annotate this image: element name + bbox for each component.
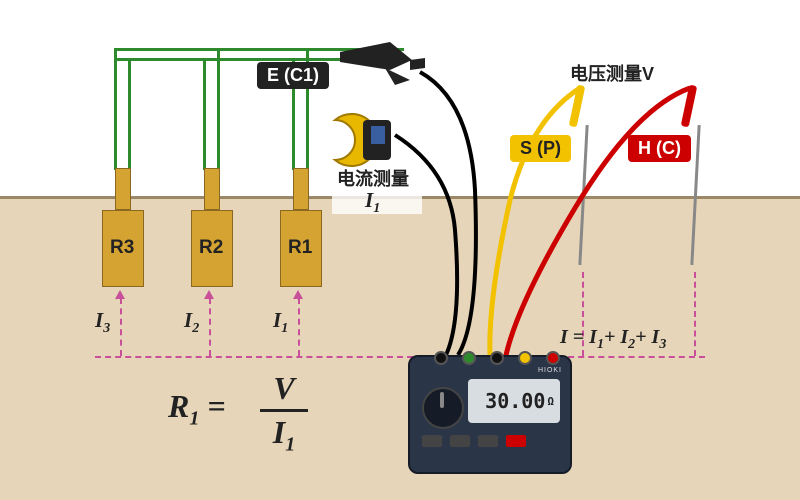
i1-label: I1	[273, 308, 288, 337]
dashed-hc	[694, 272, 696, 356]
current-i1-box-text: I1	[365, 188, 380, 217]
formula-denominator: I1	[260, 414, 308, 456]
meter-display: 30.00Ω	[468, 379, 560, 423]
diagram-container: R3 R2 R1 E (C1) 电压测量V S (P) H (C) 电流测量	[0, 0, 800, 500]
i3-label: I3	[95, 308, 110, 337]
stake-r1-label: R1	[288, 237, 312, 259]
stake-r2-label: R2	[199, 237, 223, 259]
formula-numerator: V	[260, 370, 308, 407]
stake-r3-top	[115, 168, 131, 210]
green-wire-r3	[114, 48, 117, 170]
formula-r1: R1 =	[168, 388, 226, 430]
stake-r1-top	[293, 168, 309, 210]
current-equation: I = I1+ I2+ I3	[560, 326, 666, 353]
formula-fraction-bar	[260, 409, 308, 412]
formula-fraction: V I1	[260, 370, 308, 456]
ec1-tag: E (C1)	[257, 62, 329, 89]
stake-r3-label: R3	[110, 237, 134, 259]
green-wire-r2	[203, 58, 206, 170]
dashed-line-main	[95, 356, 705, 358]
dashed-r1	[298, 298, 300, 356]
arrow-r3	[115, 290, 125, 299]
green-wire-bus2	[114, 58, 374, 61]
meter-brand: HIOKI	[538, 367, 562, 374]
stake-r2-top	[204, 168, 220, 210]
hc-tag: H (C)	[628, 135, 691, 162]
meter-jacks	[434, 351, 560, 365]
meter-unit: Ω	[547, 395, 554, 408]
i2-label: I2	[184, 308, 199, 337]
arrow-r2	[204, 290, 214, 299]
meter-dial	[422, 387, 464, 429]
green-wire-r3b	[128, 58, 131, 170]
green-wire-r2b	[217, 48, 220, 170]
dashed-r2	[209, 298, 211, 356]
meter-reading: 30.00	[485, 389, 545, 413]
dashed-r3	[120, 298, 122, 356]
meter-device: HIOKI 30.00Ω	[408, 355, 572, 474]
meter-buttons	[422, 435, 526, 447]
arrow-r1	[293, 290, 303, 299]
